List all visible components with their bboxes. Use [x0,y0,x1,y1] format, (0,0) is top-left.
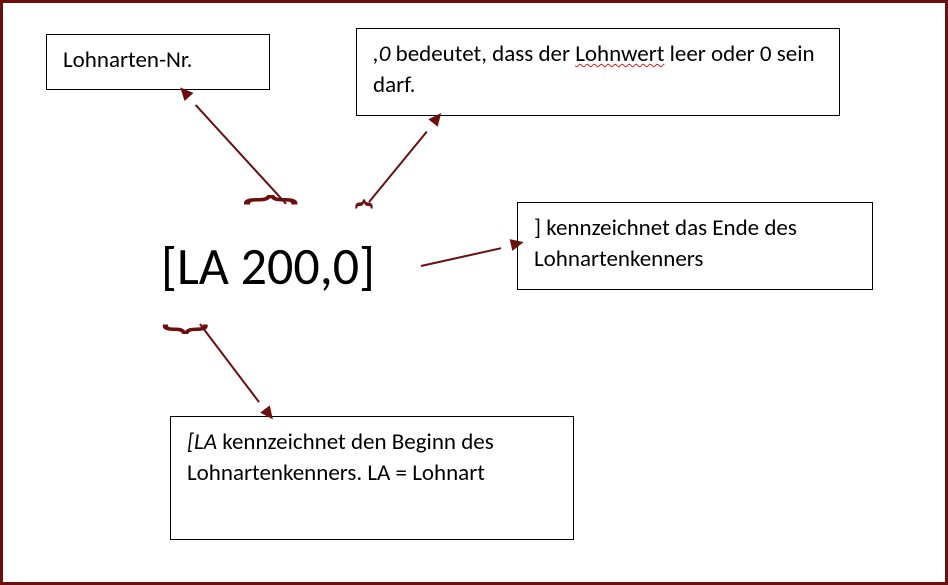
box-text: ] kennzeichnet das Ende des Lohnartenken… [534,214,797,273]
brace-comma0-icon: ⏞ [355,203,373,243]
box-text: Lohnarten-Nr. [63,46,192,74]
box-prefix: ,0 [373,40,390,68]
brace-200-icon: ⏞ [243,199,298,241]
annotation-box-la-begin: [LA kennzeichnet den Beginn des Lohnarte… [170,416,574,540]
box-text: bedeutet, dass der [390,40,575,68]
box-text: kennzeichnet den Beginn des Lohnartenken… [187,428,494,487]
arrow-line [421,247,502,267]
arrow-line [199,323,259,402]
arrow-line [368,131,427,202]
annotation-box-end-bracket: ] kennzeichnet das Ende des Lohnartenken… [517,202,873,290]
brace-la-icon: ⏟ [162,287,209,329]
arrow-line [195,105,287,205]
diagram-frame: [LA 200,0] Lohnarten-Nr. ,0 bedeutet, da… [0,0,948,585]
annotation-box-lohnarten-nr: Lohnarten-Nr. [46,34,270,90]
box-prefix: [LA [187,428,217,456]
box-spelled: Lohnwert [575,40,664,68]
annotation-box-lohnwert: ,0 bedeutet, dass der Lohnwert leer oder… [356,28,840,116]
